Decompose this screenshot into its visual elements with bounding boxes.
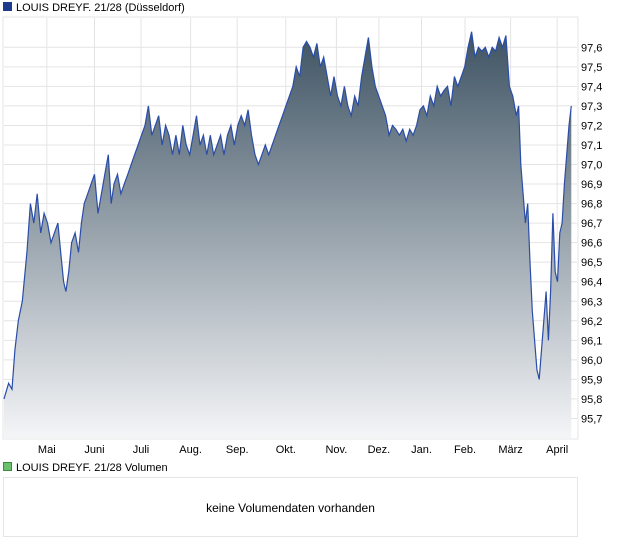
y-tick-label: 96,9 [581, 179, 602, 191]
plot-frame [2, 16, 579, 440]
y-tick-label: 97,5 [581, 62, 602, 74]
price-series-swatch [3, 2, 12, 11]
x-tick-label: Feb. [454, 444, 476, 456]
y-tick-label: 96,3 [581, 296, 602, 308]
x-tick-label: Dez. [368, 444, 391, 456]
y-tick-label: 96,5 [581, 257, 602, 269]
y-tick-label: 96,4 [581, 277, 602, 289]
x-tick-label: Sep. [226, 444, 249, 456]
y-tick-label: 97,4 [581, 81, 602, 93]
price-chart-legend: LOUIS DREYF. 21/28 (Düsseldorf) [3, 2, 185, 14]
volume-chart-title: LOUIS DREYF. 21/28 Volumen [16, 462, 168, 474]
y-tick-label: 96,0 [581, 355, 602, 367]
price-chart-title: LOUIS DREYF. 21/28 (Düsseldorf) [16, 2, 185, 14]
no-volume-message: keine Volumendaten vorhanden [206, 501, 375, 515]
x-tick-label: Okt. [276, 444, 296, 456]
x-axis-ticks: Mai Juni Juli Aug. Sep. Okt. Nov. Dez. Jan. Feb. M… [38, 444, 568, 456]
y-tick-label: 96,8 [581, 199, 602, 211]
y-tick-label: 96,6 [581, 238, 602, 250]
x-tick-label: Juni [84, 444, 104, 456]
x-tick-label: Aug. [179, 444, 202, 456]
x-tick-label: Jan. [411, 444, 432, 456]
y-tick-label: 97,3 [581, 101, 602, 113]
y-tick-label: 96,7 [581, 218, 602, 230]
x-tick-label: März [498, 444, 522, 456]
y-tick-label: 97,6 [581, 42, 602, 54]
price-chart: 95,7 95,8 95,9 96,0 96,1 96,2 96,3 96,4 96,5 96,6… [2, 16, 602, 456]
y-tick-label: 95,8 [581, 394, 602, 406]
x-tick-label: Nov. [325, 444, 347, 456]
x-tick-label: Juli [133, 444, 150, 456]
y-tick-label: 97,2 [581, 120, 602, 132]
y-axis-ticks: 95,7 95,8 95,9 96,0 96,1 96,2 96,3 96,4 96,5 96,6… [581, 42, 602, 425]
y-tick-label: 97,0 [581, 160, 602, 172]
x-tick-label: April [546, 444, 568, 456]
y-tick-label: 96,1 [581, 335, 602, 347]
y-tick-label: 95,7 [581, 413, 602, 425]
y-tick-label: 95,9 [581, 374, 602, 386]
volume-chart-legend: LOUIS DREYF. 21/28 Volumen [3, 462, 168, 474]
y-tick-label: 97,1 [581, 140, 602, 152]
x-tick-label: Mai [38, 444, 56, 456]
price-area-fill [4, 31, 572, 438]
volume-chart-panel: keine Volumendaten vorhanden [3, 477, 578, 537]
volume-series-swatch [3, 462, 12, 471]
price-line [3, 31, 572, 400]
y-tick-label: 96,2 [581, 316, 602, 328]
